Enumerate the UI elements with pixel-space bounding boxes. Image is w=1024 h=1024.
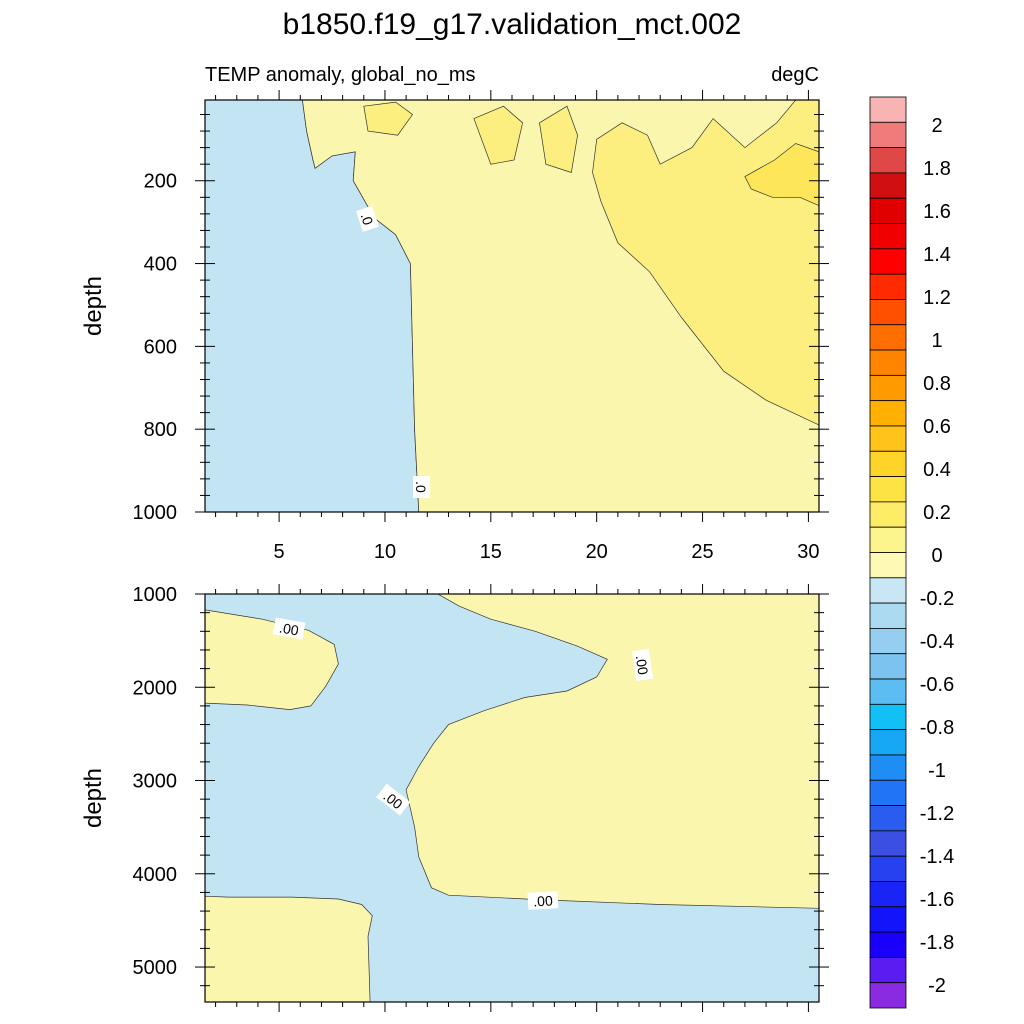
x-tick-label: 25	[691, 541, 713, 563]
x-tick-label: 15	[480, 541, 502, 563]
contour-region	[205, 895, 373, 1002]
colorbar-label: -0.8	[920, 717, 954, 739]
colorbar-swatch	[869, 501, 907, 528]
colorbar-swatch	[869, 121, 907, 149]
x-tick-label: 10	[374, 541, 396, 563]
colorbar-swatch	[869, 400, 907, 427]
x-tick-label: 30	[797, 541, 819, 563]
colorbar-swatch	[869, 906, 907, 933]
colorbar-swatch	[869, 450, 907, 477]
colorbar-label: -1.4	[920, 846, 954, 868]
colorbar-swatch	[869, 476, 907, 503]
y-tick-label: 1000	[133, 584, 178, 606]
svg-text:.00: .00	[633, 654, 652, 676]
colorbar-swatch	[869, 273, 907, 300]
colorbar-swatch	[869, 779, 907, 806]
chart-subtitle: TEMP anomaly, global_no_ms	[205, 64, 476, 86]
colorbar-label: -1.6	[920, 889, 954, 911]
colorbar-swatch	[869, 602, 907, 629]
colorbar-label: 0.8	[923, 373, 951, 395]
colorbar-swatch	[869, 172, 907, 199]
colorbar-label: 1.6	[923, 201, 951, 223]
colorbar-label: 0.2	[923, 502, 951, 524]
colorbar-label: -0.2	[920, 588, 954, 610]
colorbar-swatch	[869, 729, 907, 756]
colorbar-label: 0	[931, 545, 942, 567]
colorbar-swatch	[869, 628, 907, 655]
x-tick-label: 5	[274, 541, 285, 563]
contour-label: .00	[527, 891, 559, 910]
colorbar-swatch	[869, 830, 907, 857]
svg-text:.00: .00	[533, 892, 553, 909]
colorbar-label: -2	[928, 975, 946, 997]
contour-label: .0	[355, 205, 379, 232]
contour-region	[473, 105, 523, 165]
colorbar-label: -0.6	[920, 674, 954, 696]
colorbar-swatch	[869, 805, 907, 832]
colorbar-label: -1.2	[920, 803, 954, 825]
svg-text:.0: .0	[413, 481, 429, 493]
colorbar-swatch	[869, 248, 907, 275]
colorbar-swatch	[869, 881, 907, 908]
svg-text:.00: .00	[278, 619, 300, 638]
colorbar-label: -0.4	[920, 631, 954, 653]
contour-region	[539, 105, 578, 173]
colorbar-swatch	[869, 425, 907, 452]
y-tick-label: 400	[144, 254, 177, 276]
colorbar-label: 0.6	[923, 416, 951, 438]
y-tick-label: 2000	[133, 677, 178, 699]
colorbar-label: 1.2	[923, 287, 951, 309]
upper-contour-panel: 200 400 600 800 1000 5 10 15 20 25 30 depth .0 .0	[80, 90, 829, 563]
svg-text:.0: .0	[358, 211, 377, 227]
y-tick-label: 800	[144, 419, 177, 441]
colorbar-swatch	[869, 374, 907, 402]
colorbar-label: -1.8	[920, 932, 954, 954]
colorbar-swatch	[869, 703, 907, 731]
colorbar-label: 2	[931, 115, 942, 137]
colorbar-swatch	[869, 324, 907, 351]
colorbar-swatch	[869, 223, 907, 250]
y-axis-label: depth	[80, 276, 107, 336]
colorbar-label: 1	[931, 330, 942, 352]
y-tick-label: 200	[144, 171, 177, 193]
contour-region	[363, 101, 413, 136]
colorbar-swatch	[869, 96, 907, 123]
colorbar-label: 1.4	[923, 244, 951, 266]
colorbar-swatch	[869, 653, 907, 680]
colorbar-swatch	[869, 754, 907, 781]
contour-region	[744, 143, 819, 206]
y-tick-label: 5000	[133, 957, 178, 979]
colorbar-swatch	[869, 197, 907, 224]
colorbar-swatch	[869, 577, 907, 604]
colorbar: 2 1.8 1.6 1.4 1.2 1 0.8 0.6 0.4 0.2 0 -0.2 -0.4 -0.6 -…	[869, 96, 954, 1009]
contour-label: .00	[631, 648, 654, 681]
y-tick-label: 600	[144, 336, 177, 358]
colorbar-swatch	[869, 931, 907, 958]
colorbar-label: 1.8	[923, 158, 951, 180]
colorbar-swatch	[869, 982, 907, 1009]
colorbar-swatch	[869, 299, 907, 326]
units-label: degC	[771, 64, 819, 86]
y-tick-label: 1000	[133, 502, 178, 524]
contour-label: .0	[413, 476, 430, 498]
x-tick-label: 20	[586, 541, 608, 563]
y-axis-label: depth	[80, 768, 107, 828]
chart-title: b1850.f19_g17.validation_mct.002	[283, 8, 742, 41]
colorbar-label: 0.4	[923, 459, 951, 481]
colorbar-swatch	[869, 526, 907, 553]
contour-label: .00	[272, 617, 306, 640]
colorbar-label: -1	[928, 760, 946, 782]
colorbar-swatch	[869, 147, 907, 174]
y-tick-label: 4000	[133, 864, 178, 886]
y-tick-label: 3000	[133, 771, 178, 793]
colorbar-swatch	[869, 678, 907, 705]
colorbar-swatch	[869, 552, 907, 579]
colorbar-swatch	[869, 855, 907, 882]
colorbar-swatch	[869, 956, 907, 984]
colorbar-swatch	[869, 349, 907, 376]
contour-region	[405, 594, 819, 909]
